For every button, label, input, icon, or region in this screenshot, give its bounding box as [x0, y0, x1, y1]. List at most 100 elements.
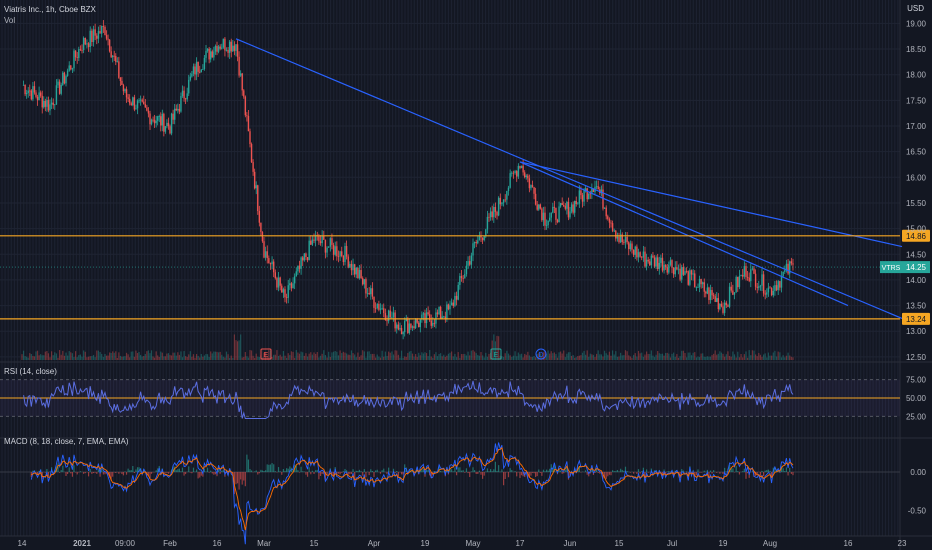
candle-body	[501, 202, 503, 205]
candle-body	[748, 277, 750, 282]
macd-histogram-bar	[782, 468, 784, 473]
horizontal-levels[interactable]: 14.86 13.24 VTRS 14.25	[0, 229, 930, 325]
symbol-title[interactable]: Viatris Inc., 1h, Cboe BZX	[4, 5, 96, 14]
earnings-marker[interactable]	[490, 348, 502, 360]
macd-histogram-bar	[633, 472, 635, 474]
volume-bar	[101, 353, 103, 360]
candle-body	[146, 107, 148, 111]
volume-bar	[41, 355, 43, 360]
macd-histogram-bar	[94, 472, 96, 473]
volume-bar	[596, 353, 598, 360]
volume-bar	[581, 352, 584, 360]
candle-body	[365, 279, 367, 294]
earnings-marker[interactable]	[260, 348, 272, 360]
candle-body	[435, 312, 437, 324]
macd-histogram-bar	[246, 454, 248, 473]
candle-body	[553, 206, 556, 208]
candle-body	[457, 284, 459, 300]
macd-histogram-bar	[89, 469, 91, 473]
volume-bar	[70, 352, 72, 360]
macd-histogram-bar	[282, 469, 284, 473]
volume-bar	[113, 352, 115, 360]
macd-histogram-bar	[164, 472, 166, 473]
macd-histogram-bar	[653, 470, 656, 473]
volume-bar	[692, 352, 694, 360]
macd-histogram-bar	[618, 471, 620, 473]
volume-bar	[154, 357, 156, 360]
volume-bar	[655, 354, 657, 360]
volume-bar	[700, 353, 702, 360]
macd-histogram-bar	[300, 466, 302, 473]
candle-body	[210, 51, 212, 60]
candle-body	[443, 316, 445, 318]
volume-bar	[22, 350, 25, 360]
macd-label[interactable]: MACD (8, 18, close, 7, EMA, EMA)	[4, 437, 129, 446]
rsi-label[interactable]: RSI (14, close)	[4, 367, 57, 376]
candle-body	[527, 175, 529, 179]
candle-body	[50, 102, 53, 105]
volume-bar	[644, 354, 646, 360]
macd-histogram-bar	[181, 467, 184, 473]
macd-histogram-bar	[255, 470, 257, 473]
candle-body	[509, 173, 511, 188]
volume-bar	[733, 354, 736, 360]
macd-signal-line	[31, 446, 794, 531]
trendlines[interactable]	[235, 38, 903, 319]
macd-histogram-bar	[175, 470, 177, 473]
rsi-line	[23, 380, 794, 419]
volume-bar	[279, 354, 281, 360]
currency-label[interactable]: USD	[907, 4, 924, 13]
macd-histogram-bar	[490, 469, 492, 473]
dividend-marker[interactable]	[535, 348, 547, 360]
macd-line	[30, 442, 794, 545]
volume-bar	[612, 350, 614, 360]
candle-body	[25, 92, 28, 95]
candle-body	[497, 197, 500, 216]
macd-histogram-bar	[542, 469, 545, 473]
candle-body	[766, 292, 768, 295]
macd-histogram-bar	[368, 472, 370, 476]
volume-bar	[54, 352, 56, 360]
candle-body	[183, 90, 185, 99]
candle-body	[243, 90, 245, 97]
volume-bar	[599, 354, 601, 360]
candle-body	[787, 263, 789, 274]
volume-bar	[713, 353, 715, 360]
volume-bar	[400, 350, 403, 360]
volume-bar	[133, 356, 135, 360]
candle-body	[180, 96, 182, 112]
macd-histogram-bar	[482, 472, 484, 479]
candle-body	[469, 261, 471, 265]
candle-body	[353, 264, 356, 275]
volume-bar	[143, 356, 145, 360]
volume-bar	[636, 356, 638, 360]
trendline[interactable]	[235, 38, 903, 319]
candle-body	[30, 90, 33, 100]
volume-bar	[326, 357, 328, 360]
trendline[interactable]	[519, 161, 849, 307]
candle-body	[76, 57, 78, 59]
volume-indicator-label[interactable]: Vol	[4, 16, 16, 25]
volume-bar	[483, 357, 485, 360]
candle-body	[441, 316, 443, 319]
macd-histogram-bar	[443, 471, 445, 473]
candle-body	[373, 296, 375, 308]
macd-histogram-bar	[552, 467, 554, 473]
volume-bar	[771, 355, 773, 360]
macd-histogram-bar	[636, 472, 638, 474]
candle-body	[102, 26, 105, 27]
macd-histogram-bar	[214, 472, 217, 475]
candle-body	[408, 323, 411, 333]
candle-body	[319, 241, 322, 244]
price-tick-label: 15.00	[906, 225, 927, 234]
candle-body	[570, 204, 573, 212]
volume-bar	[229, 357, 231, 360]
trendline[interactable]	[519, 161, 903, 248]
candle-body	[732, 290, 734, 295]
volume-bar	[552, 353, 554, 360]
candle-body	[701, 282, 704, 285]
volume-bar	[79, 354, 81, 360]
candle-body	[542, 212, 545, 221]
